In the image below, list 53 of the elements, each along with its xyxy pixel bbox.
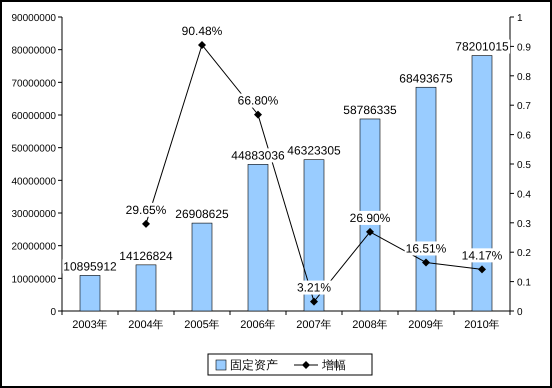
y-tick-label: 0 xyxy=(50,307,56,318)
y-tick-label: 10000000 xyxy=(12,274,56,286)
data-label: 3.21% xyxy=(296,280,332,295)
y-tick-label: 80000000 xyxy=(12,46,56,57)
y2-tick-label: 0.4 xyxy=(517,189,532,200)
data-label: 10895912 xyxy=(63,259,118,274)
x-tick-label: 2004年 xyxy=(128,319,164,331)
data-label: 90.48% xyxy=(182,24,223,38)
y2-tick-label: 0 xyxy=(517,307,523,318)
point xyxy=(478,265,486,274)
point xyxy=(254,110,262,119)
point xyxy=(310,298,318,306)
data-label: 29.65% xyxy=(126,202,167,217)
y2-tick-label: 0.8 xyxy=(517,72,532,83)
x-tick-label: 2010年 xyxy=(464,319,500,331)
point xyxy=(366,228,374,236)
y2-tick-label: 0.6 xyxy=(517,130,532,142)
data-label: 26.90% xyxy=(350,210,391,225)
y2-tick-label: 0.7 xyxy=(517,101,532,112)
data-label: 14126824 xyxy=(119,248,174,263)
y-tick-label: 60000000 xyxy=(12,111,56,122)
x-tick-label: 2007年 xyxy=(296,319,332,331)
data-label: 58786335 xyxy=(343,102,398,117)
data-label: 66.80% xyxy=(238,94,279,108)
y-tick-label: 20000000 xyxy=(12,242,56,253)
x-tick-label: 2003年 xyxy=(72,319,108,331)
x-tick-label: 2006年 xyxy=(240,319,276,331)
data-label: 16.51% xyxy=(406,241,447,256)
legend-label: 增幅 xyxy=(321,358,346,372)
y2-tick-label: 1 xyxy=(517,13,523,24)
y2-tick-label: 0.5 xyxy=(517,160,532,171)
x-tick-label: 2009年 xyxy=(408,319,444,331)
x-tick-label: 2005年 xyxy=(184,319,220,331)
legend-label: 固定资产 xyxy=(230,358,278,372)
y2-tick-label: 0.1 xyxy=(517,278,532,289)
y-tick-label: 70000000 xyxy=(12,78,56,90)
data-label: 14.17% xyxy=(462,248,503,262)
y-tick-label: 40000000 xyxy=(12,176,56,188)
point xyxy=(142,220,150,228)
y-tick-label: 30000000 xyxy=(12,209,56,220)
y-tick-label: 50000000 xyxy=(12,144,56,155)
data-label: 46323305 xyxy=(287,144,342,158)
data-label: 26908625 xyxy=(175,207,230,222)
x-tick-label: 2008年 xyxy=(352,319,388,331)
data-label: 68493675 xyxy=(399,71,454,86)
data-label: 78201015 xyxy=(455,40,510,54)
y2-tick-label: 0.3 xyxy=(517,218,532,230)
y-tick-label: 90000000 xyxy=(12,13,56,24)
y2-tick-label: 0.2 xyxy=(517,248,532,260)
point xyxy=(422,258,430,266)
point xyxy=(198,40,206,49)
y2-tick-label: 0.9 xyxy=(517,42,532,54)
data-label: 44883036 xyxy=(231,148,286,162)
